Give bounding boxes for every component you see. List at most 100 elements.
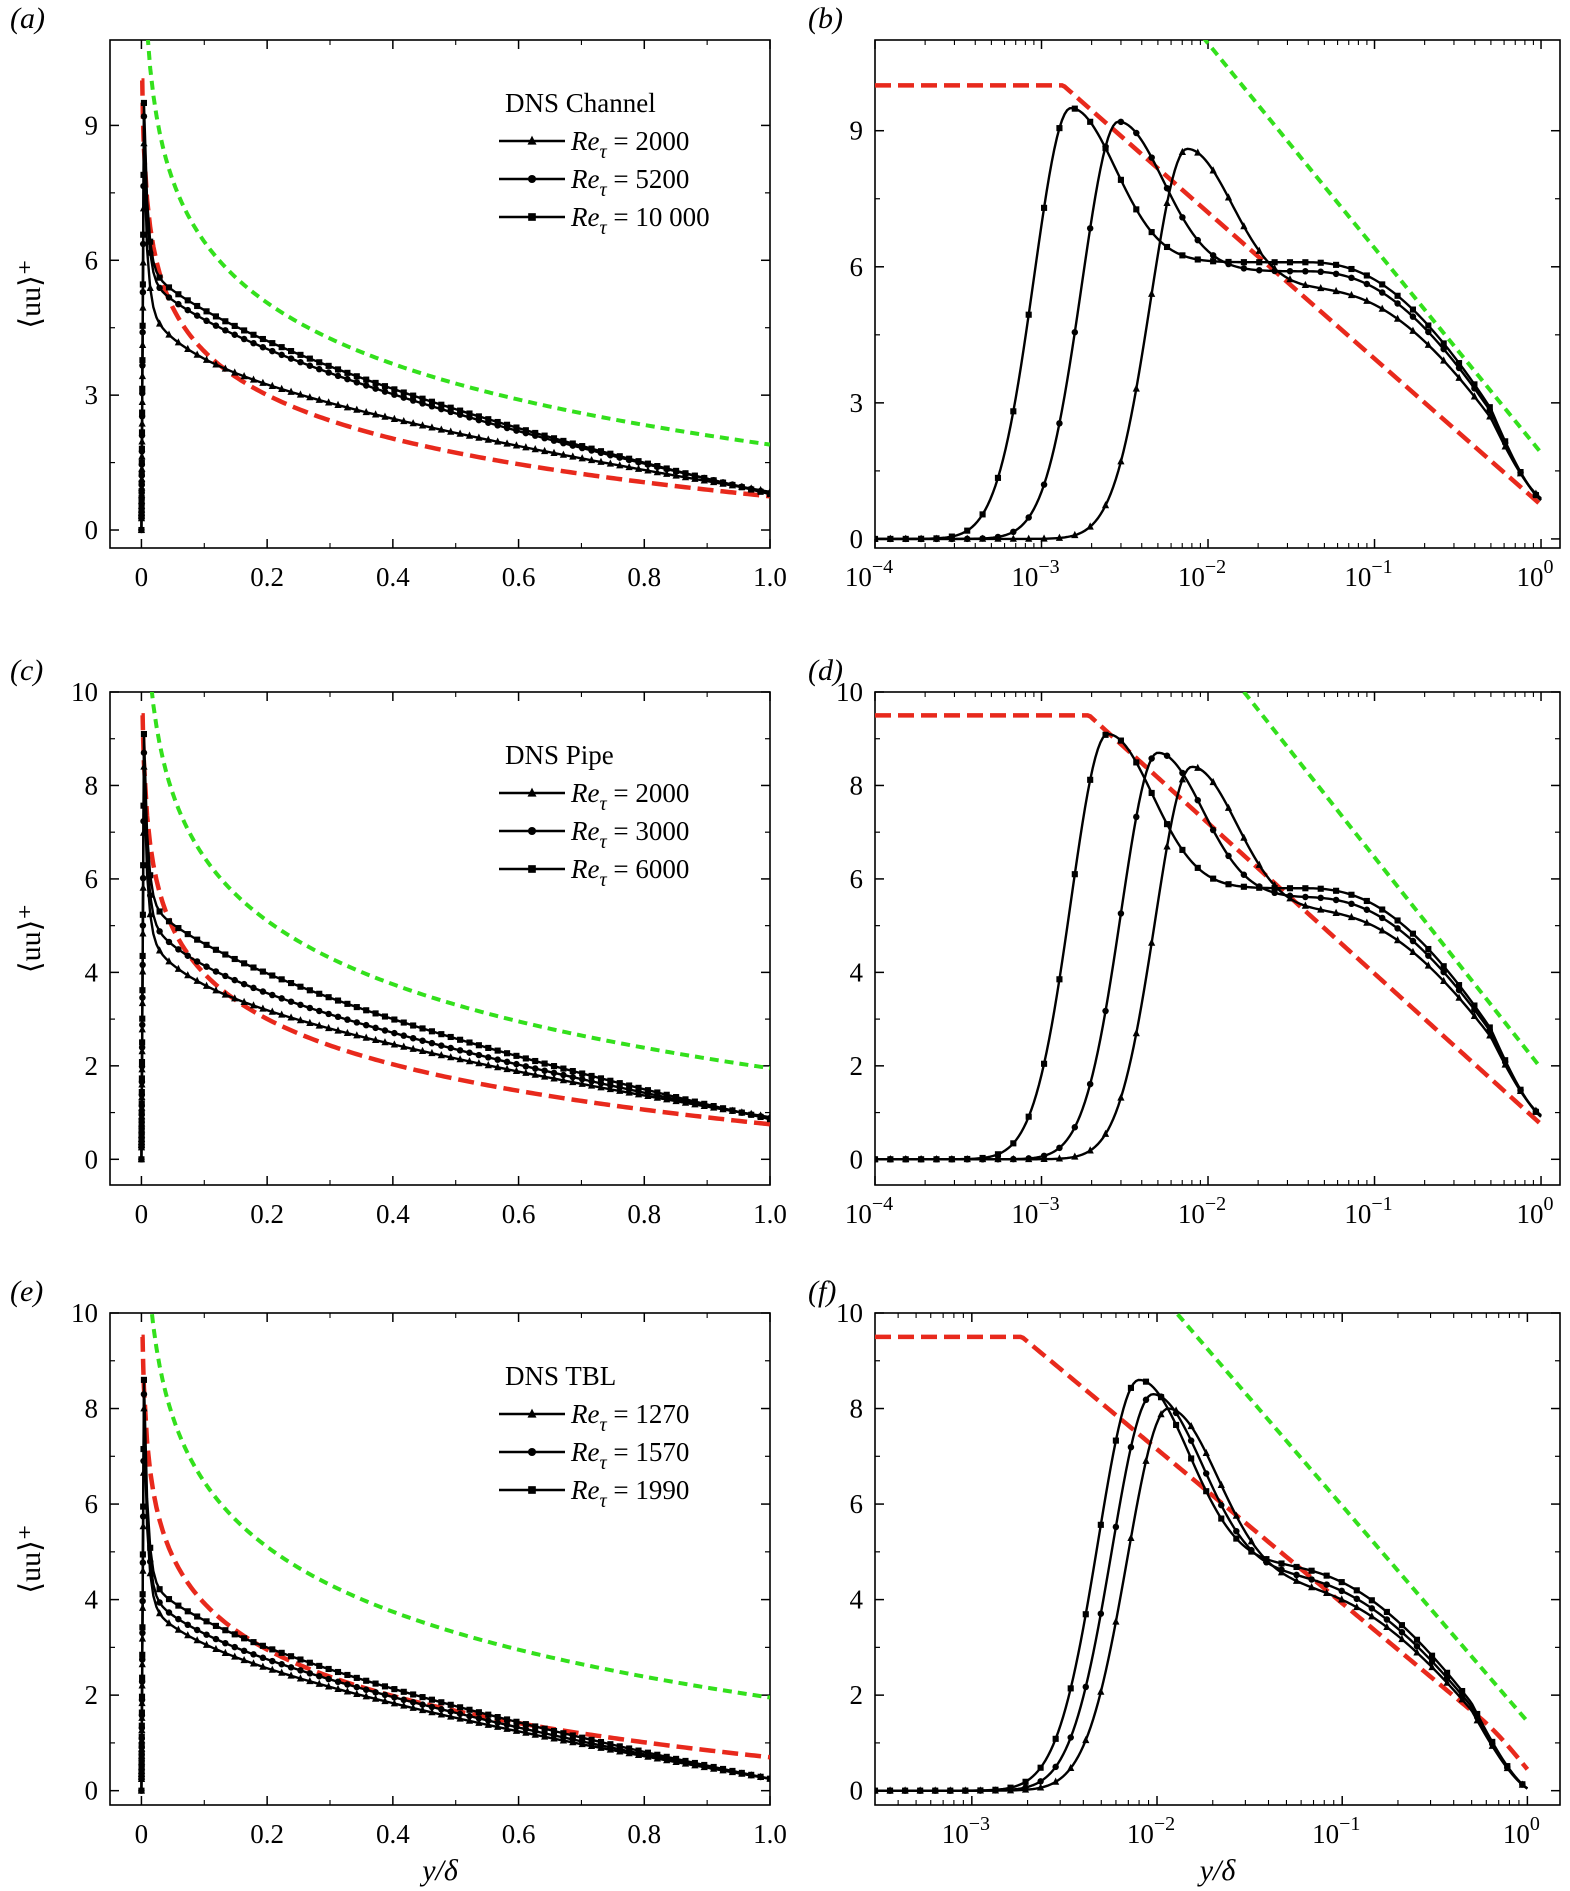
marker-circle: [1225, 852, 1232, 860]
marker-square: [140, 231, 147, 238]
marker-circle: [297, 1667, 304, 1674]
marker-triangle: [296, 1674, 305, 1682]
marker-square: [138, 1075, 145, 1082]
marker-square: [691, 472, 698, 479]
marker-circle: [1413, 1642, 1421, 1650]
xtick-exponent: −2: [1205, 556, 1226, 578]
marker-square: [139, 409, 146, 416]
marker-square: [241, 1635, 248, 1642]
marker-square: [419, 395, 426, 402]
marker-circle: [184, 952, 192, 959]
marker-circle: [1194, 796, 1202, 804]
marker-circle: [1302, 268, 1309, 275]
ytick-label: 2: [85, 1680, 99, 1710]
marker-circle: [1348, 274, 1355, 282]
series-circle: [875, 1393, 1529, 1794]
marker-circle: [1286, 892, 1294, 899]
marker-circle: [193, 312, 201, 319]
marker-square: [1489, 1738, 1496, 1745]
legend-re: Re: [570, 1475, 599, 1505]
marker-triangle: [1470, 1011, 1479, 1019]
ytick-label: 0: [85, 1776, 99, 1806]
marker-circle: [1233, 1527, 1240, 1535]
xtick-label: 0.4: [376, 562, 410, 592]
marker-square: [138, 1089, 145, 1096]
marker-square: [138, 459, 145, 466]
marker-circle: [362, 1686, 370, 1693]
marker-circle: [203, 317, 210, 325]
marker-circle: [527, 1447, 537, 1457]
legend-re: Re: [570, 778, 599, 808]
plot-area-e: [137, 1313, 770, 1794]
ytick-label: 10: [836, 677, 863, 707]
marker-square: [485, 1044, 492, 1051]
marker-square: [494, 418, 501, 426]
marker-square: [1133, 759, 1140, 766]
ytick-label: 3: [850, 388, 864, 418]
marker-square: [381, 383, 389, 390]
marker-square: [140, 802, 147, 809]
marker-triangle: [1455, 993, 1463, 1001]
marker-square: [1348, 265, 1355, 273]
marker-square: [344, 1671, 351, 1679]
marker-circle: [1209, 252, 1217, 259]
plot-area-b: [875, 40, 1543, 543]
ytick-label: 8: [850, 770, 864, 800]
marker-circle: [1368, 1605, 1376, 1612]
marker-triangle: [1363, 296, 1371, 304]
marker-square: [738, 1109, 745, 1116]
marker-triangle: [362, 1692, 370, 1700]
marker-square: [297, 351, 304, 358]
marker-triangle: [1217, 1480, 1225, 1488]
marker-triangle: [1317, 283, 1325, 292]
marker-square: [231, 322, 238, 329]
ytick-label: 8: [850, 1394, 864, 1424]
marker-triangle: [1117, 457, 1125, 465]
marker-triangle: [1127, 1533, 1135, 1542]
marker-square: [503, 421, 511, 428]
marker-triangle: [1428, 1662, 1436, 1671]
marker-square: [203, 1618, 210, 1625]
marker-circle: [269, 991, 276, 999]
legend-entry: Reτ = 5200: [570, 164, 689, 201]
marker-circle: [1133, 813, 1140, 821]
marker-circle: [381, 1027, 389, 1034]
marker-square: [964, 527, 971, 534]
marker-square: [410, 1691, 417, 1698]
marker-square: [353, 373, 360, 380]
marker-circle: [485, 1054, 492, 1061]
marker-triangle: [1393, 314, 1402, 322]
marker-triangle: [503, 1724, 511, 1732]
legend-entry: Reτ = 10 000: [570, 202, 710, 239]
marker-triangle: [1378, 926, 1386, 934]
marker-triangle: [1101, 1129, 1110, 1137]
marker-circle: [994, 533, 1002, 541]
marker-circle: [362, 382, 370, 389]
marker-circle: [315, 1672, 323, 1680]
marker-square: [325, 362, 332, 369]
ytick-label: 4: [850, 957, 864, 987]
marker-circle: [1010, 1155, 1017, 1163]
marker-triangle: [1194, 763, 1202, 771]
marker-square: [306, 1659, 313, 1666]
ytick-label: 10: [71, 1298, 98, 1328]
marker-circle: [372, 1024, 379, 1032]
xtick-exponent: −1: [1371, 556, 1392, 578]
marker-triangle: [390, 1699, 398, 1707]
xtick-label: 0.4: [376, 1819, 410, 1849]
marker-circle: [550, 1069, 558, 1077]
marker-square: [933, 1156, 940, 1163]
series-line: [140, 734, 770, 1160]
marker-square: [902, 1787, 909, 1794]
marker-square: [1455, 982, 1463, 989]
marker-triangle: [597, 457, 605, 465]
marker-triangle: [1378, 304, 1386, 312]
marker-square: [222, 318, 229, 325]
marker-triangle: [1317, 905, 1325, 913]
marker-square: [1067, 1685, 1074, 1692]
marker-circle: [231, 1643, 238, 1651]
marker-square: [710, 1102, 717, 1110]
marker-triangle: [484, 435, 492, 443]
marker-circle: [325, 369, 332, 376]
